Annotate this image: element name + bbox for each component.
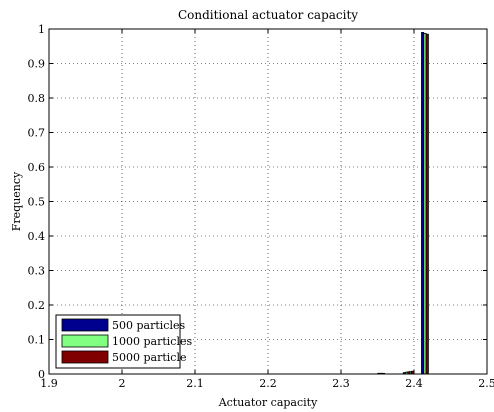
y-tick-label: 0 [38,368,45,381]
y-tick-label: 0.2 [28,299,46,312]
y-tick-label: 1 [38,23,45,36]
legend-label: 500 particles [112,319,185,332]
y-tick-label: 0.9 [28,58,46,71]
y-tick-label: 0.6 [28,161,46,174]
legend-swatch [61,318,109,332]
y-tick-label: 0.3 [28,265,46,278]
x-tick-label: 2.2 [259,377,277,390]
legend-swatch [61,350,109,364]
legend: 500 particles 1000 particles 5000 particle [55,314,192,369]
legend-label: 1000 particles [112,335,192,348]
ticks: 1.9 2 2.1 2.2 2.3 2.4 2.5 0 0.1 0.2 0.3 0.4 0.5 0.6 0.… [28,23,494,390]
bars [377,32,429,375]
x-tick-label: 2.1 [186,377,204,390]
chart-title: Conditional actuator capacity [178,8,358,22]
y-tick-label: 0.4 [28,230,46,243]
y-tick-label: 0.1 [28,334,46,347]
y-tick-label: 0.7 [28,127,46,140]
y-tick-label: 0.8 [28,92,46,105]
legend-swatch [61,334,109,348]
grid-lines [49,29,487,374]
y-axis-label: Frequency [10,171,23,231]
bar-3 [425,33,429,375]
x-tick-label: 2.5 [478,377,494,390]
legend-label: 5000 particle [112,351,186,364]
x-axis-label: Actuator capacity [218,396,318,409]
x-tick-label: 2.3 [332,377,350,390]
y-tick-label: 0.5 [28,196,46,209]
x-tick-label: 2.4 [405,377,423,390]
x-tick-label: 2 [119,377,126,390]
x-tick-label: 1.9 [40,377,58,390]
